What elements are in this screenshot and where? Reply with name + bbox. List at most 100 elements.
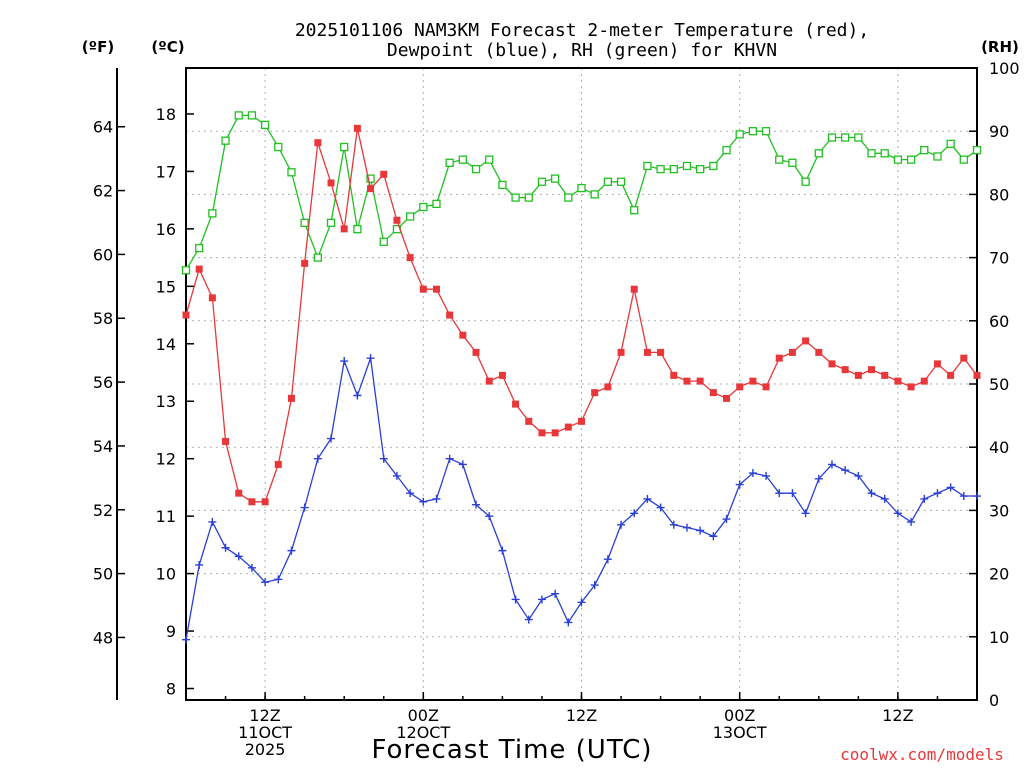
x-tick-label: 00Z xyxy=(408,706,439,725)
rh-point xyxy=(313,253,322,262)
dewpoint-point xyxy=(841,466,850,475)
temperature-point xyxy=(762,383,770,391)
rh-point xyxy=(260,120,270,130)
rh-tick-label: 80 xyxy=(989,185,1009,204)
rh-tick-label: 40 xyxy=(989,438,1009,457)
dewpoint-point xyxy=(445,454,454,463)
rh-tick-label: 60 xyxy=(989,312,1009,331)
rh-point xyxy=(933,152,942,161)
dewpoint-point xyxy=(472,500,481,509)
temperature-point xyxy=(933,360,941,368)
celsius-unit-label: (ºC) xyxy=(151,38,184,56)
rh-point xyxy=(195,243,204,253)
temperature-point xyxy=(261,498,269,506)
rh-point xyxy=(669,164,678,174)
temperature-point xyxy=(446,311,454,319)
rh-point xyxy=(366,174,375,183)
temperature-point xyxy=(815,348,823,356)
rh-point xyxy=(643,161,652,171)
rh-point xyxy=(801,177,810,186)
rh-point xyxy=(300,218,309,227)
rh-tick-label: 30 xyxy=(989,501,1009,520)
rh-point xyxy=(353,225,362,234)
dewpoint-point xyxy=(735,480,744,489)
celsius-tick-label: 15 xyxy=(156,277,176,296)
dewpoint-point xyxy=(775,489,784,498)
dewpoint-point xyxy=(590,581,599,590)
dewpoint-point xyxy=(340,357,349,366)
rh-point xyxy=(841,133,850,142)
rh-point xyxy=(761,127,771,136)
temperature-point xyxy=(907,383,915,391)
dewpoint-point xyxy=(221,543,230,552)
temperature-point xyxy=(564,423,572,431)
rh-point xyxy=(234,111,243,120)
celsius-tick-label: 12 xyxy=(156,450,176,469)
rh-point xyxy=(827,133,837,142)
rh-point xyxy=(722,146,731,155)
temperature-point xyxy=(894,377,902,385)
dewpoint-point xyxy=(327,434,336,443)
dewpoint-point xyxy=(406,489,415,498)
temperature-point xyxy=(841,366,849,374)
rh-point xyxy=(274,142,283,152)
rh-point xyxy=(471,164,481,174)
rh-unit-label: (RH) xyxy=(981,38,1019,56)
temperature-point xyxy=(604,383,612,391)
rh-tick-label: 70 xyxy=(989,249,1009,268)
temperature-point xyxy=(538,429,546,437)
series-temperature xyxy=(182,124,981,506)
temperature-point xyxy=(802,337,810,345)
temperature-point xyxy=(314,139,322,147)
rh-point xyxy=(972,146,982,155)
celsius-tick-label: 10 xyxy=(156,565,176,584)
temperature-point xyxy=(960,354,968,362)
rh-tick-label: 100 xyxy=(989,59,1020,78)
rh-point xyxy=(735,130,744,139)
temperature-point xyxy=(947,371,955,379)
rh-point xyxy=(208,209,217,218)
temperature-point xyxy=(406,254,414,262)
rh-point xyxy=(221,136,230,145)
temperature-point xyxy=(327,179,335,187)
rh-point xyxy=(405,212,415,221)
dewpoint-point xyxy=(603,555,612,564)
temperature-point xyxy=(881,371,889,379)
celsius-tick-label: 11 xyxy=(156,507,176,526)
temperature-point xyxy=(617,348,625,356)
rh-point xyxy=(788,158,797,167)
fahrenheit-tick-label: 52 xyxy=(93,501,113,520)
rh-point xyxy=(616,177,626,186)
rh-point xyxy=(181,266,191,275)
rh-point xyxy=(485,155,494,164)
dewpoint-point xyxy=(801,509,810,518)
rh-point xyxy=(511,193,520,202)
dewpoint-point xyxy=(300,503,309,512)
dewpoint-point xyxy=(669,520,678,529)
fahrenheit-tick-label: 56 xyxy=(93,373,113,392)
dewpoint-point xyxy=(959,492,968,501)
dewpoint-point xyxy=(893,509,902,518)
dewpoint-point xyxy=(524,615,533,624)
fahrenheit-tick-label: 64 xyxy=(93,118,113,137)
temperature-point xyxy=(551,429,559,437)
temperature-point xyxy=(248,498,256,506)
dewpoint-point xyxy=(551,589,560,598)
temperature-point xyxy=(920,377,928,385)
rh-point xyxy=(340,142,349,152)
x-axis-label: Forecast Time (UTC) xyxy=(371,735,652,765)
rh-tick-label: 20 xyxy=(989,565,1009,584)
chart-title-line2: Dewpoint (blue), RH (green) for KHVN xyxy=(387,40,777,61)
dewpoint-point xyxy=(261,578,270,587)
temperature-point xyxy=(709,389,717,397)
fahrenheit-tick-label: 62 xyxy=(93,182,113,201)
rh-point xyxy=(656,164,665,174)
temperature-point xyxy=(525,417,533,425)
dewpoint-point xyxy=(709,532,718,541)
dewpoint-point xyxy=(379,454,388,463)
rh-point xyxy=(867,149,876,158)
temperature-point xyxy=(973,371,981,379)
dewpoint-point xyxy=(287,546,296,555)
rh-point xyxy=(537,177,547,186)
temperature-point xyxy=(696,377,704,385)
